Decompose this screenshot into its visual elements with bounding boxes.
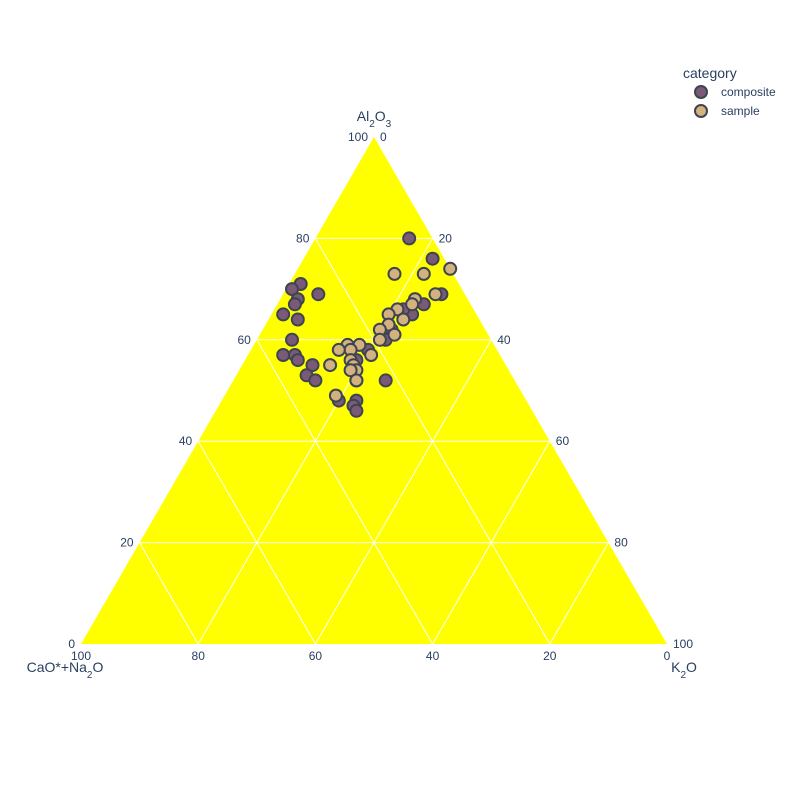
point-sample[interactable] (323, 358, 338, 373)
point-composite[interactable] (308, 373, 323, 388)
data-points (276, 231, 458, 418)
point-sample[interactable] (405, 297, 420, 312)
legend-item-composite[interactable]: composite (694, 85, 776, 99)
grid-line (197, 440, 316, 645)
point-sample[interactable] (349, 373, 364, 388)
tick-label-a: 60 (237, 333, 251, 347)
point-composite[interactable] (276, 348, 291, 362)
legend-items[interactable]: composite sample (694, 85, 776, 118)
point-composite[interactable] (311, 287, 326, 302)
point-sample[interactable] (328, 388, 343, 403)
point-composite[interactable] (378, 373, 393, 388)
point-composite[interactable] (425, 251, 440, 266)
point-sample[interactable] (331, 342, 346, 357)
point-composite[interactable] (305, 358, 320, 373)
legend-item-sample[interactable]: sample (694, 104, 760, 118)
grid-line (314, 339, 492, 645)
ternary-background (81, 137, 667, 644)
tick-label-c: 20 (439, 231, 453, 245)
point-composite[interactable] (285, 332, 299, 347)
point-composite[interactable] (402, 231, 417, 246)
point-composite[interactable] (349, 403, 364, 418)
axis-title-a: Al2O3 (357, 108, 392, 130)
point-sample[interactable] (387, 327, 402, 342)
legend-marker (694, 85, 708, 99)
legend-label: sample (721, 104, 760, 118)
point-sample[interactable] (372, 332, 387, 347)
point-sample[interactable] (364, 348, 379, 362)
grid-line (139, 542, 199, 645)
axis-title-c: K2O (671, 659, 697, 681)
axis-title-b: CaO*+Na2O (27, 659, 104, 681)
tick-label-a: 40 (179, 434, 193, 448)
grid-line (432, 440, 551, 645)
tick-label-c: 0 (380, 130, 387, 144)
point-sample[interactable] (387, 266, 402, 281)
point-composite[interactable] (290, 312, 305, 327)
grid-line (549, 542, 609, 645)
series-sample (323, 261, 458, 403)
tick-label-b: 20 (543, 649, 557, 663)
point-sample[interactable] (396, 312, 411, 327)
point-composite[interactable] (287, 297, 302, 312)
tick-label-b: 100 (71, 649, 91, 663)
tick-labels: 0 0 0 20 20 20 40 40 40 60 60 60 80 80 80 100 100 100 (68, 130, 693, 663)
point-sample[interactable] (443, 261, 458, 276)
grid-line (256, 339, 434, 645)
tick-label-b: 0 (664, 649, 671, 663)
tick-label-b: 40 (426, 649, 440, 663)
point-sample[interactable] (343, 363, 358, 378)
point-composite[interactable] (290, 353, 305, 368)
point-sample[interactable] (428, 287, 443, 302)
tick-label-a: 0 (68, 637, 75, 651)
tick-label-a: 100 (348, 130, 368, 144)
legend-marker (694, 104, 708, 118)
tick-label-b: 80 (192, 649, 206, 663)
point-composite[interactable] (285, 282, 299, 297)
tick-label-b: 60 (309, 649, 323, 663)
tick-label-c: 100 (673, 637, 693, 651)
tick-label-c: 40 (497, 333, 511, 347)
point-composite[interactable] (276, 307, 291, 322)
tick-label-a: 80 (296, 231, 310, 245)
legend-label: composite (721, 85, 776, 99)
tick-label-c: 60 (556, 434, 570, 448)
legend-title: category (683, 65, 737, 81)
legend[interactable]: category composite sample (683, 65, 776, 118)
tick-label-a: 20 (120, 536, 134, 550)
point-sample[interactable] (416, 266, 431, 281)
tick-label-c: 80 (614, 536, 628, 550)
